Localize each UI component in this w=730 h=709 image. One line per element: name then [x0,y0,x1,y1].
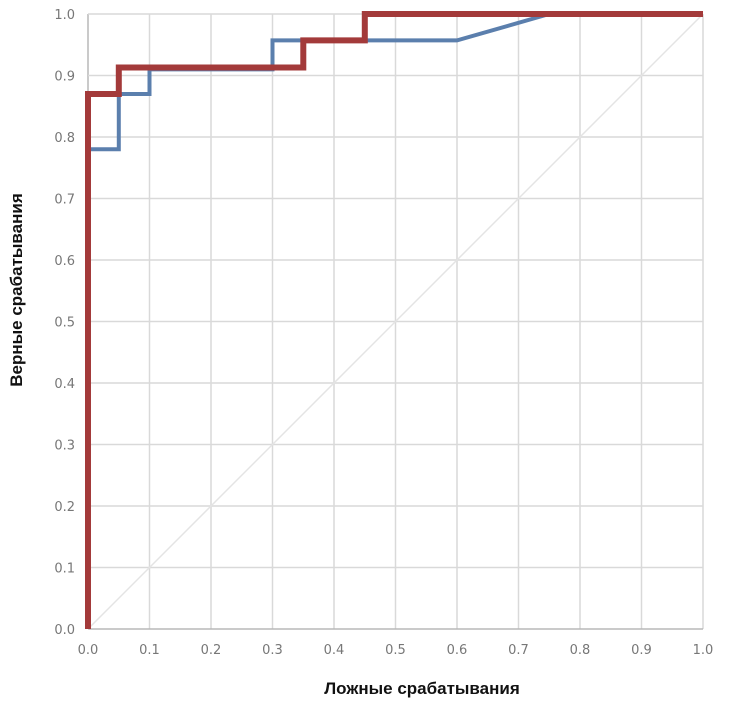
y-tick-label: 0.1 [54,562,75,577]
x-tick-label: 0.6 [447,643,468,658]
y-tick-label: 0.8 [54,131,75,146]
x-tick-label: 0.8 [570,643,591,658]
x-tick-label: 1.0 [693,643,714,658]
x-tick-label: 0.5 [385,643,406,658]
y-tick-label: 0.5 [54,316,75,331]
x-tick-label: 0.3 [262,643,283,658]
x-tick-label: 0.1 [139,643,160,658]
tick-labels: 0.0 0.1 0.2 0.3 0.4 0.5 0.6 0.7 0.8 0.9 1.0 0.0 0.1 0… [54,8,713,658]
y-tick-label: 0.9 [54,70,75,85]
x-axis-title: Ложные срабатывания [324,679,520,698]
y-tick-label: 1.0 [54,8,75,23]
x-tick-label: 0.2 [201,643,222,658]
series-layer [85,11,703,629]
y-tick-label: 0.7 [54,193,75,208]
y-axis-title: Верные срабатывания [7,193,26,387]
roc-series-line-2 [85,11,703,629]
y-tick-label: 0.0 [54,623,75,638]
x-tick-label: 0.4 [324,643,345,658]
y-tick-label: 0.2 [54,500,75,515]
y-tick-label: 0.3 [54,439,75,454]
y-tick-label: 0.4 [54,377,75,392]
y-tick-label: 0.6 [54,254,75,269]
x-tick-label: 0.0 [78,643,99,658]
reference-diagonal [87,13,704,630]
x-tick-label: 0.9 [631,643,652,658]
x-tick-label: 0.7 [508,643,529,658]
